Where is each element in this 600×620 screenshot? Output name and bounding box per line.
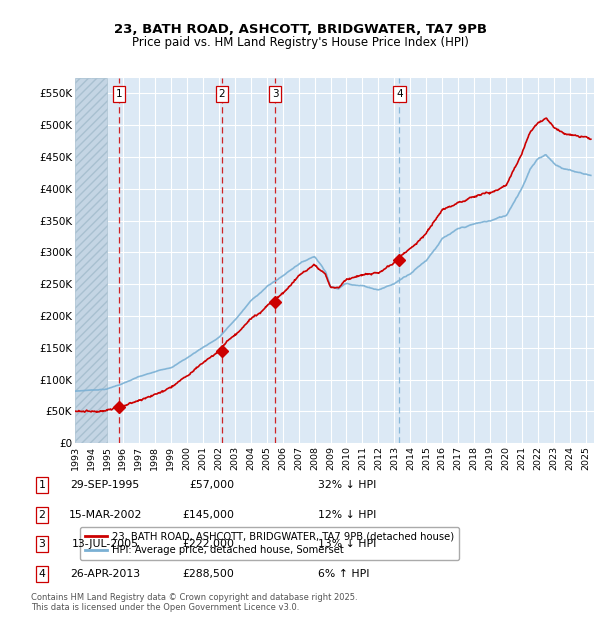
Text: 13% ↓ HPI: 13% ↓ HPI (318, 539, 376, 549)
Text: 23, BATH ROAD, ASHCOTT, BRIDGWATER, TA7 9PB: 23, BATH ROAD, ASHCOTT, BRIDGWATER, TA7 … (113, 23, 487, 36)
Text: 2: 2 (218, 89, 226, 99)
Text: Contains HM Land Registry data © Crown copyright and database right 2025.
This d: Contains HM Land Registry data © Crown c… (31, 593, 358, 612)
Text: 32% ↓ HPI: 32% ↓ HPI (318, 480, 376, 490)
Text: £288,500: £288,500 (182, 569, 234, 579)
Text: 3: 3 (38, 539, 46, 549)
Bar (75, 78, 107, 443)
Text: 4: 4 (38, 569, 46, 579)
Legend: 23, BATH ROAD, ASHCOTT, BRIDGWATER, TA7 9PB (detached house), HPI: Average price: 23, BATH ROAD, ASHCOTT, BRIDGWATER, TA7 … (80, 527, 459, 560)
Text: 13-JUL-2005: 13-JUL-2005 (71, 539, 139, 549)
Text: 1: 1 (38, 480, 46, 490)
Text: £145,000: £145,000 (182, 510, 234, 520)
Text: 3: 3 (272, 89, 278, 99)
Text: 6% ↑ HPI: 6% ↑ HPI (318, 569, 370, 579)
Text: £222,000: £222,000 (182, 539, 234, 549)
Text: 26-APR-2013: 26-APR-2013 (70, 569, 140, 579)
Text: 15-MAR-2002: 15-MAR-2002 (68, 510, 142, 520)
Text: 29-SEP-1995: 29-SEP-1995 (70, 480, 140, 490)
Text: 1: 1 (116, 89, 122, 99)
Text: 12% ↓ HPI: 12% ↓ HPI (318, 510, 376, 520)
Text: £57,000: £57,000 (189, 480, 234, 490)
Text: Price paid vs. HM Land Registry's House Price Index (HPI): Price paid vs. HM Land Registry's House … (131, 36, 469, 49)
Text: 4: 4 (396, 89, 403, 99)
Text: 2: 2 (38, 510, 46, 520)
